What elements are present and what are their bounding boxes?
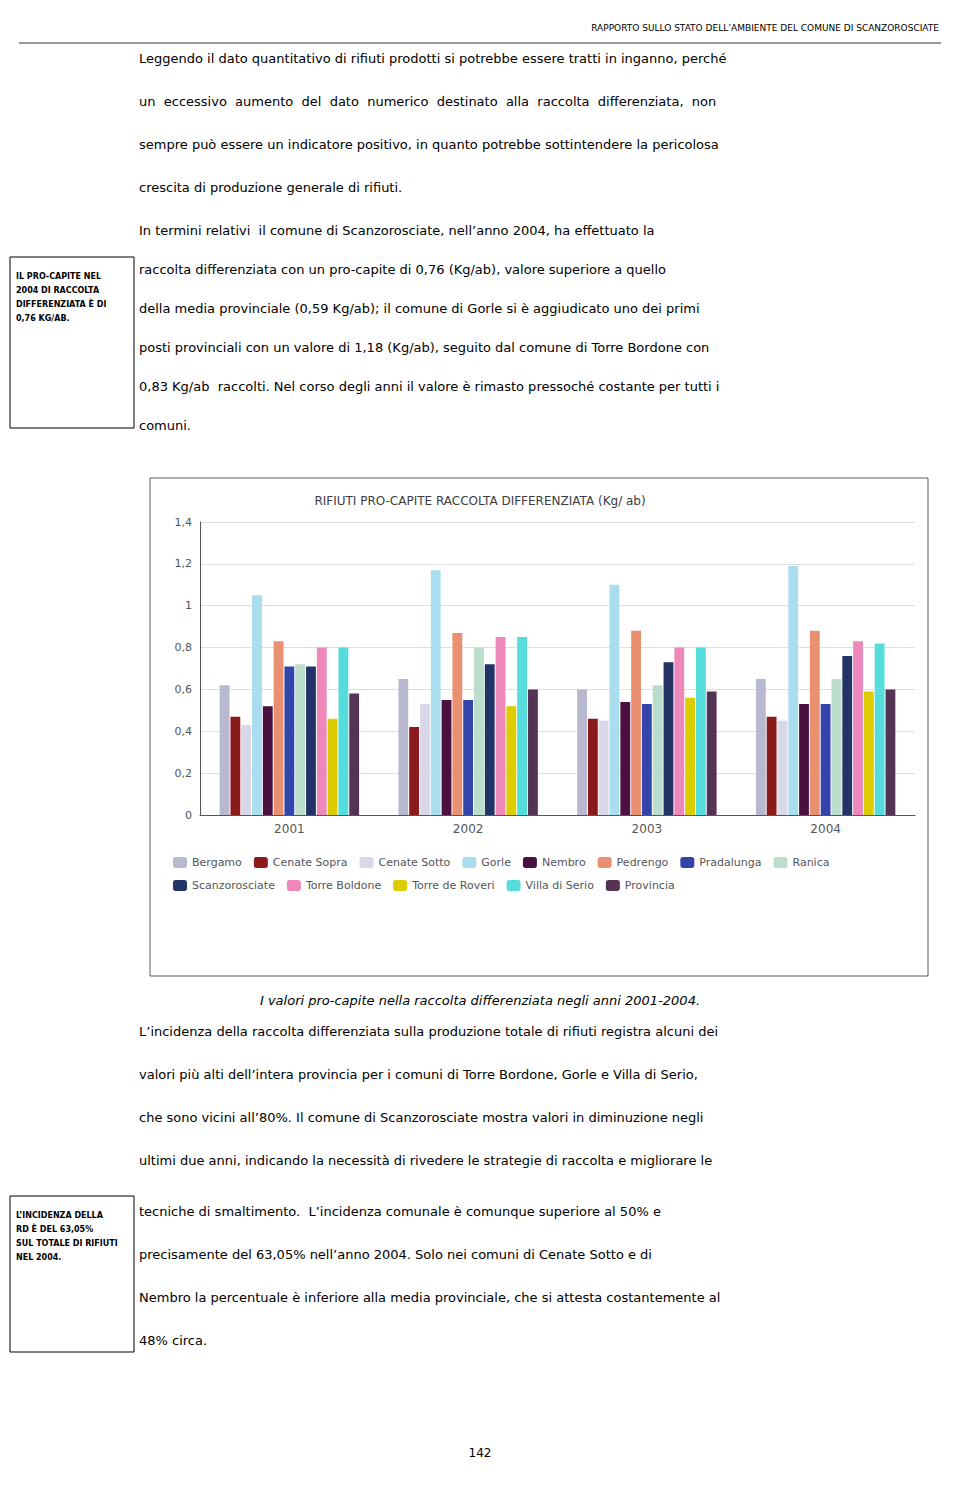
svg-text:1,4: 1,4 [175, 516, 193, 529]
svg-text:0,83 Kg/ab raccolti. Nel cors: 0,83 Kg/ab raccolti. Nel corso degli ann… [139, 379, 719, 394]
svg-text:della media provinciale (0,59: della media provinciale (0,59 Kg/ab); il… [139, 301, 700, 316]
svg-text:I valori pro-capite nella racc: I valori pro-capite nella raccolta diffe… [260, 993, 700, 1008]
svg-text:48% circa.: 48% circa. [139, 1333, 207, 1348]
svg-text:Provincia: Provincia [625, 879, 675, 892]
svg-text:2002: 2002 [453, 822, 484, 836]
svg-text:Torre de Roveri: Torre de Roveri [411, 879, 494, 892]
svg-text:ultimi due anni, indicando la: ultimi due anni, indicando la necessità … [139, 1153, 712, 1168]
svg-text:2001: 2001 [274, 822, 305, 836]
svg-text:2003: 2003 [632, 822, 663, 836]
svg-text:0,8: 0,8 [175, 641, 193, 654]
svg-text:Bergamo: Bergamo [192, 856, 242, 869]
svg-text:0,4: 0,4 [175, 725, 193, 738]
svg-text:1,2: 1,2 [175, 557, 193, 570]
svg-text:crescita di produzione general: crescita di produzione generale di rifiu… [139, 180, 402, 195]
svg-text:1: 1 [185, 599, 192, 612]
svg-text:Torre Boldone: Torre Boldone [305, 879, 381, 892]
svg-text:tecniche di smaltimento. L’in: tecniche di smaltimento. L’incidenza com… [139, 1204, 661, 1219]
svg-text:NEL 2004.: NEL 2004. [16, 1253, 61, 1262]
svg-text:Leggendo il dato quantitativo: Leggendo il dato quantitativo di rifiuti… [139, 51, 726, 66]
svg-text:Gorle: Gorle [481, 856, 511, 869]
svg-text:SUL TOTALE DI RIFIUTI: SUL TOTALE DI RIFIUTI [16, 1239, 118, 1248]
svg-text:Pradalunga: Pradalunga [699, 856, 761, 869]
svg-text:In termini relativi il comune: In termini relativi il comune di Scanzor… [139, 223, 655, 238]
svg-text:0,6: 0,6 [175, 683, 193, 696]
svg-text:L’incidenza della raccolta dif: L’incidenza della raccolta differenziata… [139, 1024, 718, 1039]
svg-text:RAPPORTO SULLO STATO DELL’AMBI: RAPPORTO SULLO STATO DELL’AMBIENTE DEL C… [591, 23, 939, 33]
svg-text:2004: 2004 [810, 822, 841, 836]
svg-text:142: 142 [469, 1446, 492, 1460]
svg-text:sempre può essere un indicator: sempre può essere un indicatore positivo… [139, 137, 719, 152]
svg-text:che sono vicini all’80%. Il co: che sono vicini all’80%. Il comune di Sc… [139, 1110, 703, 1125]
svg-text:RIFIUTI PRO-CAPITE RACCOLTA DI: RIFIUTI PRO-CAPITE RACCOLTA DIFFERENZIAT… [314, 494, 645, 508]
svg-text:Ranica: Ranica [792, 856, 829, 869]
svg-text:IL PRO-CAPITE NEL: IL PRO-CAPITE NEL [16, 272, 101, 281]
svg-text:2004 DI RACCOLTA: 2004 DI RACCOLTA [16, 286, 100, 295]
svg-text:raccolta differenziata con un: raccolta differenziata con un pro-capite… [139, 262, 666, 277]
svg-text:DIFFERENZIATA È DI: DIFFERENZIATA È DI [16, 298, 106, 309]
svg-text:0,2: 0,2 [175, 767, 193, 780]
svg-text:L’INCIDENZA DELLA: L’INCIDENZA DELLA [16, 1211, 104, 1220]
svg-text:Cenate Sotto: Cenate Sotto [379, 856, 451, 869]
svg-text:Pedrengo: Pedrengo [617, 856, 669, 869]
svg-text:precisamente del 63,05% nell’a: precisamente del 63,05% nell’anno 2004. … [139, 1247, 652, 1262]
svg-text:comuni.: comuni. [139, 418, 191, 433]
svg-text:RD È DEL 63,05%: RD È DEL 63,05% [16, 1223, 93, 1234]
svg-text:Nembro: Nembro [542, 856, 586, 869]
svg-text:Scanzorosciate: Scanzorosciate [192, 879, 275, 892]
svg-text:Villa di Serio: Villa di Serio [526, 879, 595, 892]
svg-text:0: 0 [185, 809, 192, 822]
svg-text:posti provinciali con un valor: posti provinciali con un valore di 1,18 … [139, 340, 709, 355]
svg-text:un eccessivo aumento del d: un eccessivo aumento del dato numerico d… [139, 94, 716, 109]
svg-text:Cenate Sopra: Cenate Sopra [273, 856, 348, 869]
svg-text:0,76 KG/AB.: 0,76 KG/AB. [16, 314, 70, 323]
svg-text:Nembro la percentuale è inferi: Nembro la percentuale è inferiore alla m… [139, 1290, 720, 1305]
svg-text:valori più alti dell’intera pr: valori più alti dell’intera provincia pe… [139, 1067, 698, 1082]
